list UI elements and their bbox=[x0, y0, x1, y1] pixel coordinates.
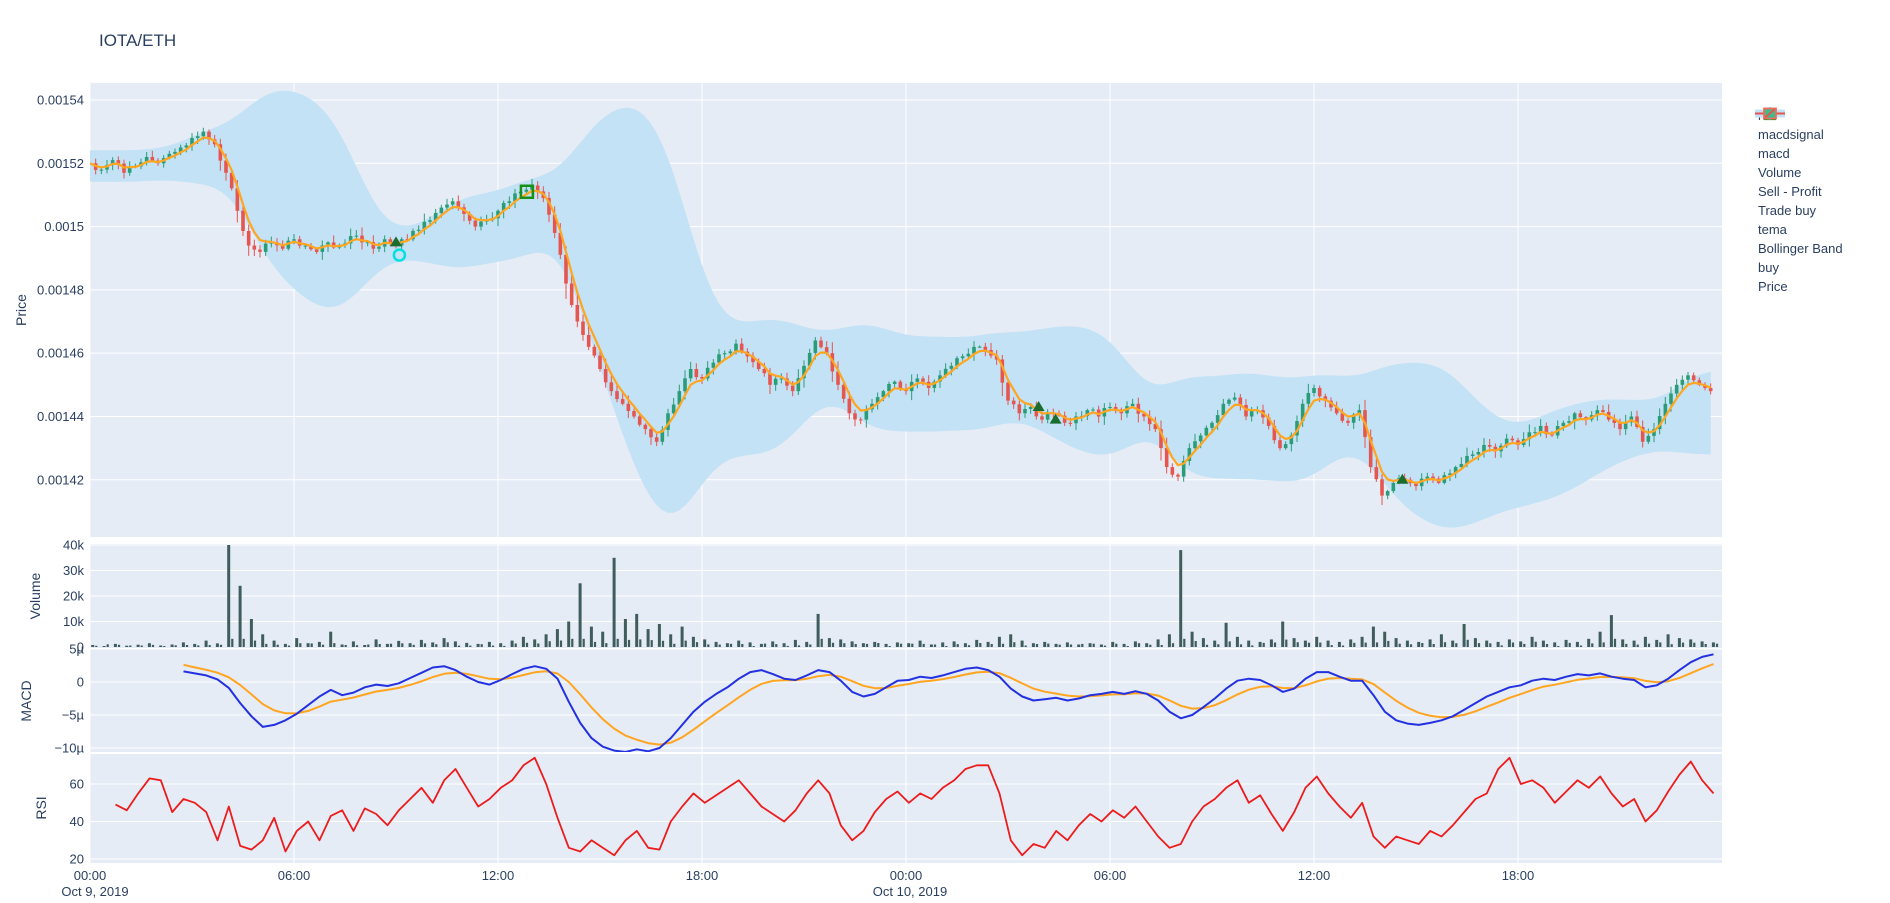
svg-text:06:00: 06:00 bbox=[1094, 868, 1127, 883]
macd-lines bbox=[183, 653, 1714, 752]
macdsignal-line bbox=[183, 663, 1714, 746]
price-swatch-icon bbox=[1755, 107, 1785, 120]
bollinger-band-layer bbox=[90, 90, 1711, 528]
legend-item-buy[interactable]: buy bbox=[1753, 109, 1843, 277]
svg-text:12:00: 12:00 bbox=[482, 868, 515, 883]
svg-text:12:00: 12:00 bbox=[1298, 868, 1331, 883]
legend: rsimacdsignalmacdVolumeSell - ProfitTrad… bbox=[1753, 106, 1843, 296]
buy-marker-icon bbox=[1049, 413, 1062, 424]
svg-text:06:00: 06:00 bbox=[278, 868, 311, 883]
trade-markers bbox=[390, 184, 1409, 484]
svg-text:−10µ: −10µ bbox=[54, 741, 84, 756]
volume-bars bbox=[91, 545, 1719, 648]
legend-item-label: macdsignal bbox=[1758, 127, 1824, 142]
svg-text:20k: 20k bbox=[63, 589, 84, 604]
axis-tick-labels: 0.00154 0.00152 0.0015 0.00148 0.00146 0.0014… bbox=[37, 93, 1534, 884]
svg-text:−5µ: −5µ bbox=[62, 708, 85, 723]
legend-item-label: macd bbox=[1758, 146, 1790, 161]
svg-text:00:00: 00:00 bbox=[890, 868, 923, 883]
gridlines bbox=[89, 83, 1722, 863]
legend-item-volume[interactable]: Volume bbox=[1753, 108, 1843, 182]
svg-text:10k: 10k bbox=[63, 614, 84, 629]
svg-text:0.00152: 0.00152 bbox=[37, 156, 84, 171]
legend-item-label: buy bbox=[1758, 260, 1779, 275]
sell-profit-marker-icon bbox=[519, 184, 535, 200]
legend-item-macd[interactable]: macd bbox=[1753, 112, 1843, 163]
buy-marker-icon bbox=[390, 236, 402, 247]
legend-item-label: Bollinger Band bbox=[1758, 241, 1843, 256]
buy-marker-icon bbox=[1032, 400, 1045, 411]
macd-line bbox=[183, 653, 1714, 752]
svg-text:0: 0 bbox=[77, 640, 84, 655]
svg-text:30k: 30k bbox=[63, 563, 84, 578]
svg-text:0: 0 bbox=[77, 675, 84, 690]
legend-item-price[interactable]: Price bbox=[1753, 107, 1843, 296]
legend-item-label: Sell - Profit bbox=[1758, 184, 1822, 199]
svg-text:0.00144: 0.00144 bbox=[37, 409, 84, 424]
svg-text:18:00: 18:00 bbox=[686, 868, 719, 883]
trade-buy-marker-icon bbox=[392, 248, 407, 262]
svg-text:0.0015: 0.0015 bbox=[44, 219, 84, 234]
svg-text:5µ: 5µ bbox=[69, 642, 84, 657]
svg-text:0.00146: 0.00146 bbox=[37, 346, 84, 361]
svg-text:0.00142: 0.00142 bbox=[37, 472, 84, 487]
svg-text:0.00154: 0.00154 bbox=[37, 93, 84, 108]
svg-text:60: 60 bbox=[70, 777, 84, 792]
svg-text:00:00: 00:00 bbox=[74, 868, 107, 883]
legend-item-bollinger-band[interactable]: Bollinger Band bbox=[1753, 109, 1843, 258]
legend-item-trade-buy[interactable]: Trade buy bbox=[1753, 107, 1843, 220]
svg-text:18:00: 18:00 bbox=[1502, 868, 1535, 883]
x-axis-date-oct9: Oct 9, 2019 bbox=[61, 884, 129, 899]
tema-line bbox=[90, 136, 1712, 485]
svg-text:0.00148: 0.00148 bbox=[37, 282, 84, 297]
page-title: IOTA/ETH bbox=[99, 31, 177, 50]
legend-item-macdsignal[interactable]: macdsignal bbox=[1753, 112, 1843, 144]
buy-marker-icon bbox=[1396, 473, 1409, 484]
legend-item-label: Price bbox=[1758, 279, 1788, 294]
legend-item-tema[interactable]: tema bbox=[1753, 112, 1843, 239]
svg-text:40k: 40k bbox=[63, 538, 84, 553]
legend-item-sell-profit[interactable]: Sell - Profit bbox=[1753, 107, 1843, 201]
svg-text:40: 40 bbox=[70, 814, 84, 829]
svg-text:20: 20 bbox=[70, 852, 84, 867]
rsi-line bbox=[115, 756, 1715, 857]
legend-item-label: Trade buy bbox=[1758, 203, 1817, 218]
x-axis-date-oct10: Oct 10, 2019 bbox=[872, 884, 948, 899]
legend-item-label: tema bbox=[1758, 222, 1787, 237]
legend-item-label: Volume bbox=[1758, 165, 1802, 180]
